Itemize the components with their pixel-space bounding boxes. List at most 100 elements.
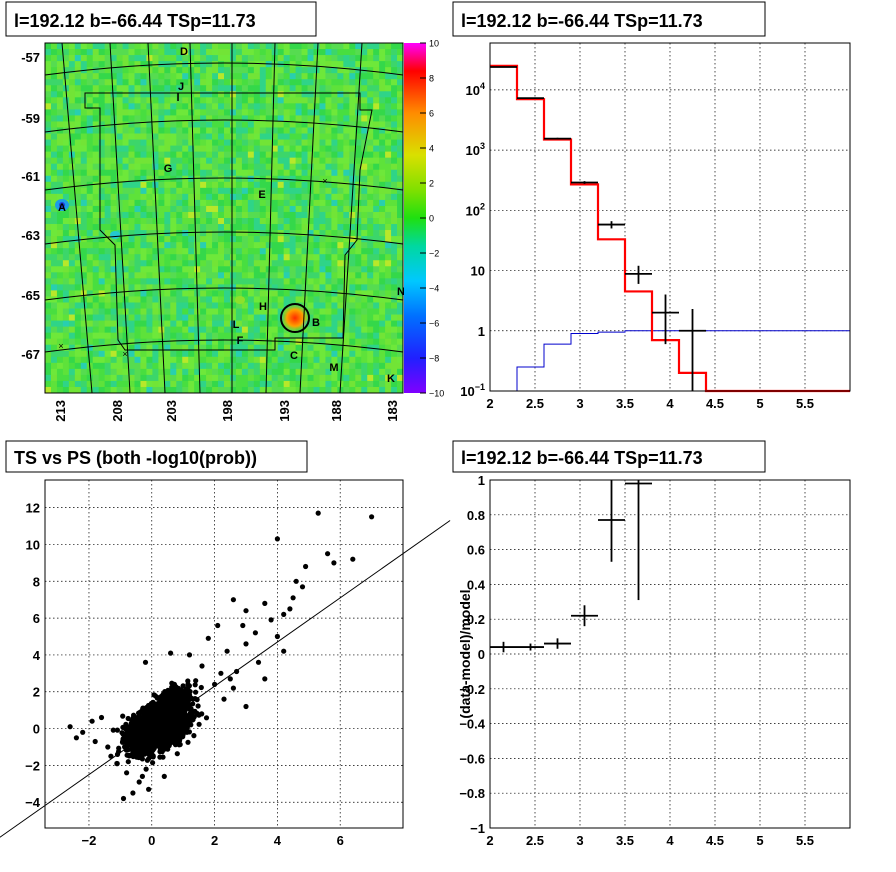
heatmap-cell [224,386,231,394]
heatmap-cell [301,199,308,207]
heatmap-cell [188,350,195,358]
heatmap-cell [194,362,201,370]
heatmap-cell [313,103,320,110]
heatmap-cell [122,248,129,255]
heatmap-cell [397,290,404,297]
heatmap-cell [200,230,207,237]
heatmap-cell [116,332,123,340]
heatmap-cell [62,193,70,201]
heatmap-cell [98,193,106,201]
heatmap-cell [62,338,70,346]
heatmap-cell [200,374,207,382]
heatmap-cell [265,218,273,225]
scatter-point [171,681,177,687]
heatmap-cell [164,181,171,189]
heatmap-cell [337,242,344,249]
heatmap-cell [337,151,344,159]
heatmap-cell [391,157,398,165]
heatmap-cell [116,260,123,267]
heatmap-cell [206,302,213,309]
heatmap-cell [68,43,76,50]
heatmap-cell [50,73,58,80]
heatmap-cell [218,73,225,80]
heatmap-cell [218,211,225,219]
heatmap-cell [379,308,386,315]
heatmap-cell [331,296,338,303]
heatmap-cell [45,254,52,261]
heatmap-cell [128,175,135,183]
heatmap-cell [331,272,338,279]
heatmap-cell [128,163,135,171]
heatmap-cell [212,386,219,394]
exposure-contour [84,92,373,351]
heatmap-cell [325,266,332,273]
heatmap-cell [397,49,404,56]
heatmap-cell [182,109,189,116]
heatmap-cell [140,332,147,340]
heatmap-cell [164,193,171,201]
heatmap-cell [325,326,332,334]
heatmap-cell [259,386,267,394]
heatmap-cell [349,320,356,328]
heatmap-cell [158,163,165,171]
heatmap-cell [122,49,129,56]
heatmap-cell [361,199,368,207]
heatmap-cell [206,362,213,370]
heatmap-cell [92,230,100,237]
heatmap-cell [235,73,243,80]
heatmap-cell [301,338,308,346]
heatmap-cell [62,97,70,104]
heatmap-cell [313,133,320,140]
heatmap-cell [277,97,285,104]
heatmap-cell [301,284,308,291]
heatmap-cell [289,242,296,249]
heatmap-cell [331,230,338,237]
heatmap-cell [134,85,141,92]
heatmap-cell [373,242,380,249]
heatmap-cell [128,374,135,382]
heatmap-cell [158,254,165,261]
heatmap-cell [170,115,177,122]
heatmap-cell [164,73,171,80]
heatmap-cell [56,163,64,171]
heatmap-cell [206,290,213,297]
heatmap-cell [134,374,141,382]
heatmap-cell [277,109,285,116]
heatmap-cell [74,91,82,98]
heatmap-cell [140,356,147,364]
heatmap-cell [385,230,392,237]
heatmap-cell [200,380,207,388]
heatmap-cell [74,374,82,382]
heatmap-cell [188,169,195,177]
heatmap-cell [361,187,368,195]
heatmap-cell [289,151,296,159]
heatmap-cell [104,344,112,352]
heatmap-cell [86,175,94,183]
heatmap-cell [283,49,291,56]
heatmap-cell [391,362,398,370]
heatmap-cell [146,236,153,243]
heatmap-cell [98,109,106,116]
heatmap-cell [164,133,171,140]
heatmap-cell [379,332,386,340]
heatmap-cell [182,169,189,177]
heatmap-cell [301,175,308,183]
heatmap-cell [152,181,159,189]
heatmap-cell [182,61,189,68]
heatmap-cell [349,169,356,177]
heatmap-cell [325,43,332,50]
heatmap-cell [176,302,183,309]
heatmap-cell [331,79,338,86]
heatmap-cell [140,344,147,352]
heatmap-cell [218,109,225,116]
heatmap-cell [74,350,82,358]
heatmap-cell [134,278,141,285]
heatmap-cell [170,49,177,56]
heatmap-cell [98,43,106,50]
heatmap-cell [349,115,356,122]
heatmap-cell [62,73,70,80]
heatmap-cell [170,109,177,116]
heatmap-cell [337,356,344,364]
heatmap-cell [385,218,392,225]
tick-exponent: 4 [480,81,485,91]
